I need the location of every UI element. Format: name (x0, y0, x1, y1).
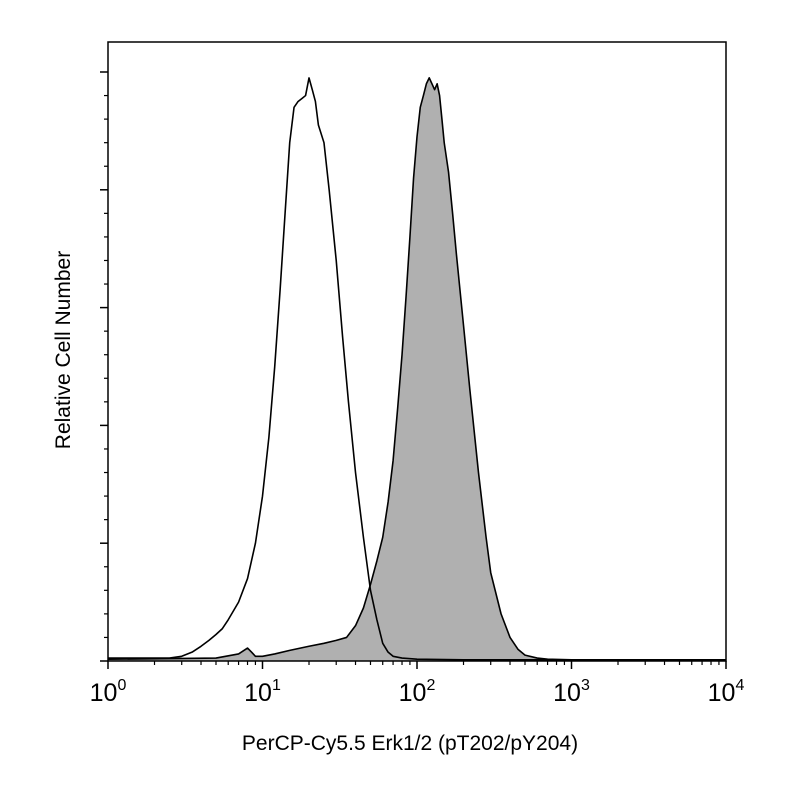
x-tick-label: 102 (399, 677, 436, 707)
ticks-layer (100, 71, 727, 669)
series-1-line (107, 77, 726, 661)
y-axis-label: Relative Cell Number (52, 251, 75, 449)
x-tick-label: 104 (708, 677, 745, 707)
labels-layer: 100 101 102 103 104 (90, 677, 745, 707)
x-tick-label: 103 (553, 677, 590, 707)
x-axis-label: PerCP-Cy5.5 Erk1/2 (pT202/pY204) (242, 732, 578, 755)
series-0-line (108, 77, 726, 661)
series-1-fill (108, 77, 726, 661)
x-tick-label: 101 (244, 677, 281, 707)
series-layer (107, 77, 726, 661)
x-tick-label: 100 (90, 677, 127, 707)
